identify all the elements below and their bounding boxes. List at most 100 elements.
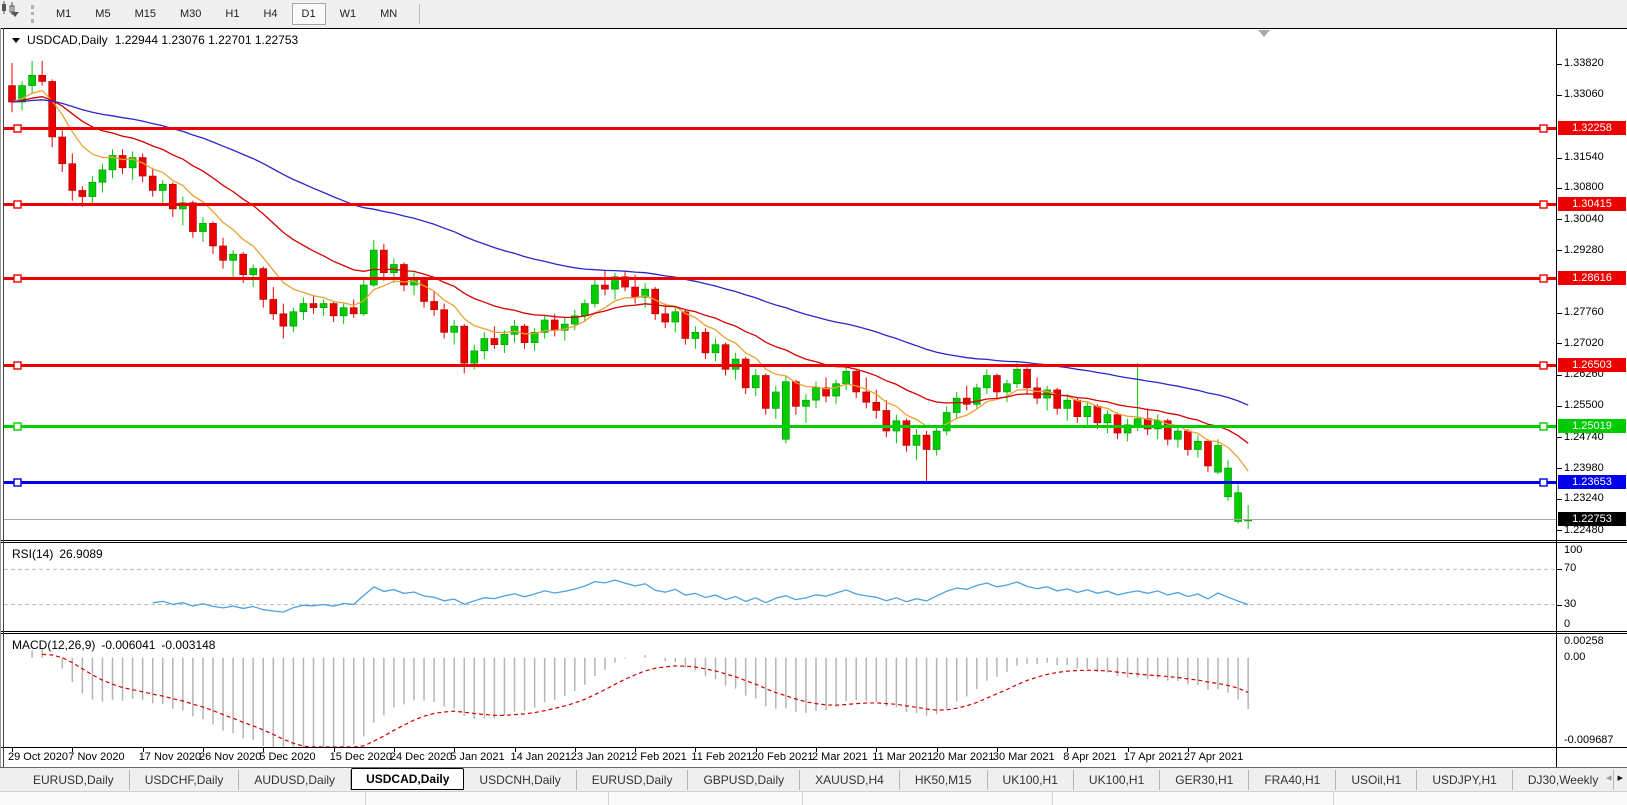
tab-fra40-h1[interactable]: FRA40,H1: [1249, 769, 1337, 790]
tab-gbpusd-daily[interactable]: GBPUSD,Daily: [688, 769, 801, 790]
timeframe-button-m30[interactable]: M30: [179, 8, 202, 20]
price-axis-separator[interactable]: [1556, 28, 1557, 767]
date-label: 23 Jan 2021: [570, 751, 632, 763]
date-axis-tick: [514, 748, 516, 752]
macd-signal-line: [42, 653, 1249, 747]
date-axis-tick: [12, 748, 13, 752]
symbol-dropdown-caret[interactable]: [12, 37, 20, 43]
chart-type-button[interactable]: [2, 1, 19, 17]
macd-pane[interactable]: [4, 634, 1556, 747]
candlestick-chart-icon: [2, 1, 15, 15]
tab-uk100-h1[interactable]: UK100,H1: [988, 769, 1074, 790]
price-axis-tick: [1557, 312, 1562, 314]
price-tick-label: 1.23240: [1564, 492, 1604, 505]
date-axis-tick: [263, 748, 265, 752]
timeframe-button-m15[interactable]: M15: [134, 8, 156, 20]
date-label: 27 Apr 2021: [1183, 751, 1244, 763]
tab-usdjpy-h1[interactable]: USDJPY,H1: [1417, 769, 1513, 790]
macd-histogram: [31, 648, 1249, 747]
price-tick-label: 1.27760: [1564, 306, 1604, 319]
price-axis-tick: [1557, 63, 1562, 65]
status-separator: [1052, 791, 1053, 805]
macd-canvas[interactable]: [4, 634, 1556, 747]
toolbar: M1 M5 M15 M30 H1 H4 D1 W1 MN: [0, 0, 1627, 28]
timeframe-button-w1[interactable]: W1: [339, 8, 357, 20]
date-label: 14 Jan 2021: [510, 751, 572, 763]
main-chart-pane[interactable]: [4, 28, 1556, 540]
tab-usoil-h1[interactable]: USOil,H1: [1336, 769, 1418, 790]
level-price-badge: 1.28616: [1558, 271, 1626, 286]
macd-name: MACD(12,26,9): [12, 638, 96, 652]
chevron-down-icon: [11, 11, 19, 17]
price-axis-tick: [1557, 219, 1562, 221]
tab-usdcnh-daily[interactable]: USDCNH,Daily: [464, 769, 577, 790]
chart-shift-marker[interactable]: [1258, 30, 1270, 37]
date-axis-tick: [876, 748, 878, 752]
macd-axis-label: 0.00258: [1564, 635, 1604, 647]
status-bar: [0, 791, 1627, 805]
pane-separator[interactable]: [0, 540, 1627, 543]
timeframe-button-d1[interactable]: D1: [291, 3, 326, 25]
tab-ger30-h1[interactable]: GER30,H1: [1160, 769, 1250, 790]
rsi-line: [152, 579, 1249, 613]
price-tick-label: 1.24740: [1564, 430, 1604, 443]
rsi-canvas[interactable]: [4, 543, 1556, 631]
date-label: 5 Dec 2020: [259, 751, 316, 763]
tab-usdchf-daily[interactable]: USDCHF,Daily: [130, 769, 240, 790]
chart-ohlc-values: 1.22944 1.23076 1.22701 1.22753: [114, 33, 299, 47]
date-label: 20 Feb 2021: [751, 751, 814, 763]
date-axis-tick: [574, 748, 576, 752]
price-tick-label: 1.29280: [1564, 243, 1604, 256]
ma-slow-line: [11, 99, 1249, 406]
tab-eurusd-daily[interactable]: EURUSD,Daily: [577, 769, 689, 790]
macd-axis-label: -0.009687: [1564, 734, 1614, 746]
tabs-scroll-right-button[interactable]: ▸: [1617, 772, 1623, 784]
date-axis[interactable]: [0, 748, 1627, 767]
price-axis-tick: [1557, 374, 1562, 376]
price-tick-label: 1.33820: [1564, 57, 1604, 70]
price-tick-label: 1.23980: [1564, 461, 1604, 474]
rsi-axis-label: 100: [1564, 544, 1583, 556]
date-label: 17 Nov 2020: [138, 751, 202, 763]
tab-hk50-m15[interactable]: HK50,M15: [900, 769, 988, 790]
date-label: 15 Dec 2020: [329, 751, 392, 763]
tab-audusd-daily[interactable]: AUDUSD,Daily: [239, 769, 352, 790]
date-label: 24 Dec 2020: [389, 751, 453, 763]
timeframe-button-m5[interactable]: M5: [95, 8, 111, 20]
date-label: 8 Apr 2021: [1063, 751, 1117, 763]
pane-separator[interactable]: [0, 631, 1627, 634]
timeframe-button-mn[interactable]: MN: [380, 8, 398, 20]
macd-main-value: -0.006041: [101, 638, 156, 652]
date-label: 17 Apr 2021: [1123, 751, 1183, 763]
chart-symbol-label: USDCAD,Daily: [27, 33, 108, 47]
date-label: 11 Feb 2021: [691, 751, 753, 763]
ma-fast-line: [11, 89, 1249, 472]
date-axis-tick: [936, 748, 938, 752]
toolbar-drag-handle[interactable]: [31, 5, 34, 23]
price-chart-canvas[interactable]: [4, 28, 1556, 540]
price-tick-label: 1.27020: [1564, 336, 1604, 349]
ma-mid-line: [11, 96, 1249, 444]
level-price-badge: 1.23653: [1558, 475, 1626, 490]
tab-xauusd-h4[interactable]: XAUUSD,H4: [800, 769, 900, 790]
date-label: 7 Nov 2020: [68, 751, 125, 763]
date-label: 26 Nov 2020: [199, 751, 262, 763]
timeframe-button-h1[interactable]: H1: [225, 8, 240, 20]
timeframe-button-m1[interactable]: M1: [56, 8, 72, 20]
rsi-pane[interactable]: [4, 543, 1556, 631]
date-axis-tick: [72, 748, 74, 752]
date-axis-tick: [695, 748, 697, 752]
status-separator: [1333, 791, 1334, 805]
tab-uk100-h1[interactable]: UK100,H1: [1074, 769, 1161, 790]
toolbar-separator: [419, 4, 421, 24]
timeframe-button-h4[interactable]: H4: [263, 8, 278, 20]
rsi-axis-label: 30: [1564, 597, 1577, 610]
tab-usdcad-daily[interactable]: USDCAD,Daily: [351, 768, 465, 790]
status-separator: [802, 791, 803, 805]
tab-eurusd-daily[interactable]: EURUSD,Daily: [18, 769, 130, 790]
pane-separator: [0, 747, 1627, 748]
horizontal-level-lines[interactable]: [4, 124, 1556, 487]
tabs-scroll-left-button[interactable]: ◂: [1605, 772, 1612, 784]
tab-dj30-weekly[interactable]: DJ30,Weekly: [1513, 769, 1615, 790]
